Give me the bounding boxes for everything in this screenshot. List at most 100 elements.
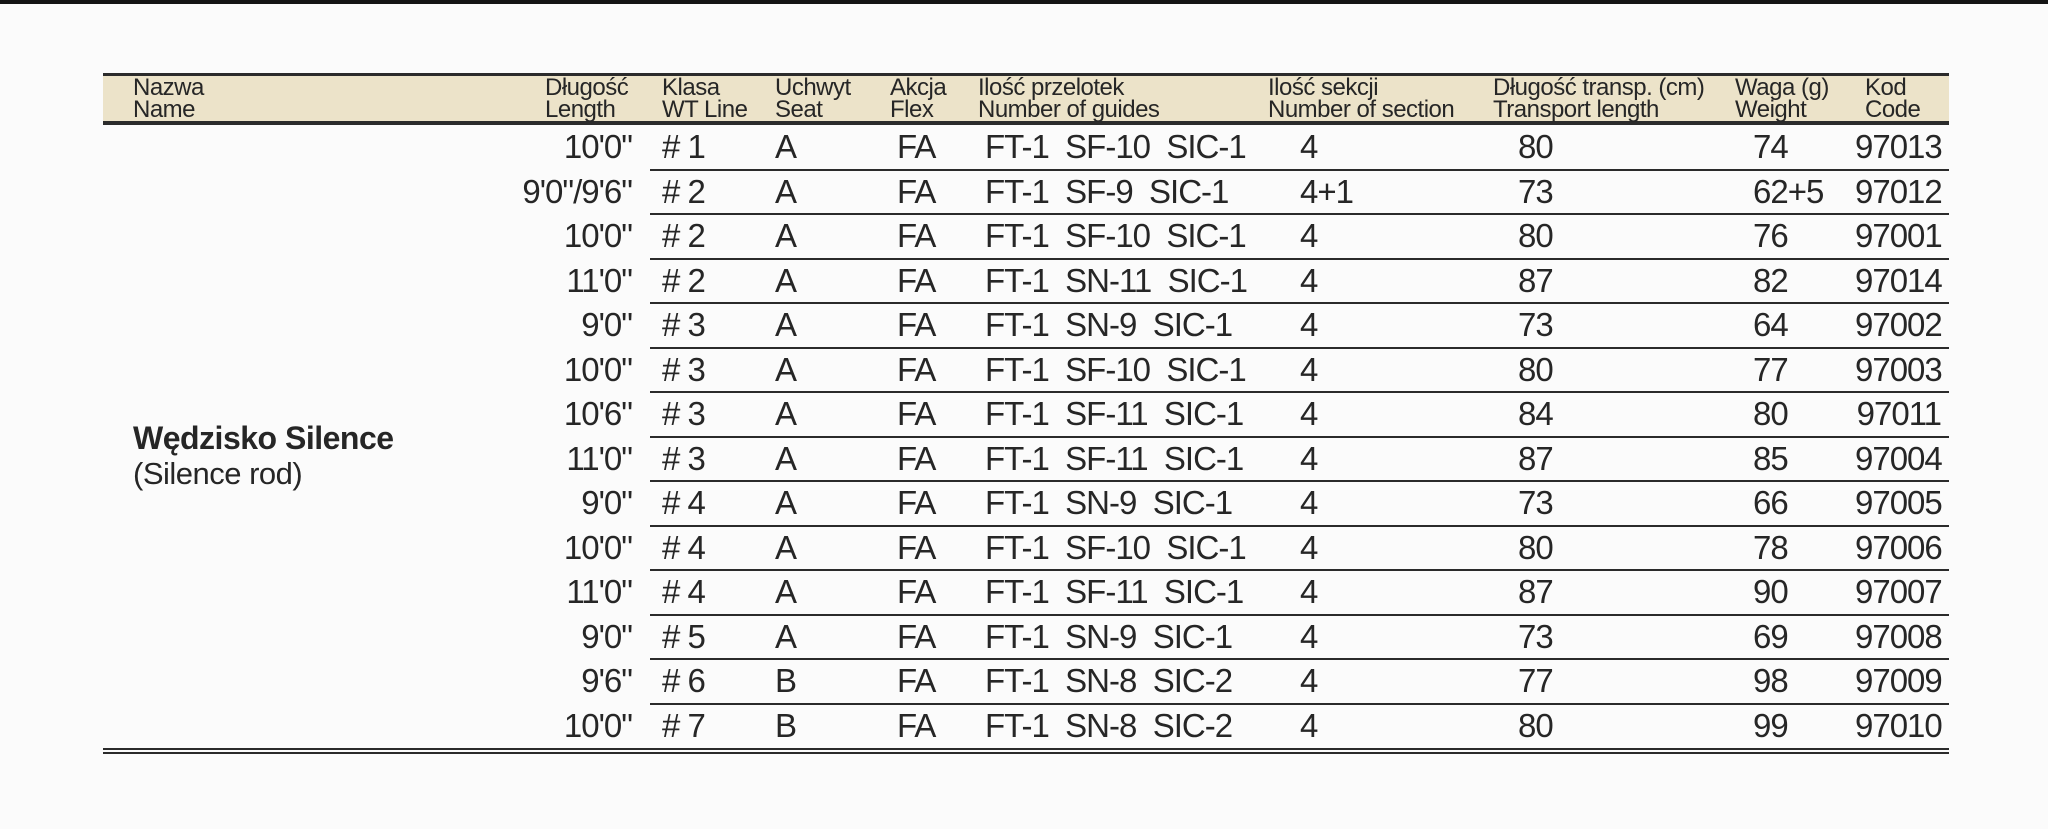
table-row: 11'0" # 4 A FA FT-1 SF-11 SIC-1 4 87 90 … [103, 570, 1949, 615]
table-row: 9'6" # 6 B FA FT-1 SN-8 SIC-2 4 77 98 97… [103, 659, 1949, 704]
cell-flex: FA [897, 306, 936, 344]
cell-wt-line: # 4 [662, 484, 706, 522]
column-header-transport-en: Transport length [1493, 95, 1659, 123]
cell-code: 97007 [1855, 573, 1943, 611]
table-row: 10'0" # 1 A FA FT-1 SF-10 SIC-1 4 80 74 … [103, 125, 1949, 170]
cell-length: 9'0"/9'6" [522, 172, 633, 210]
column-header-flex-en: Flex [890, 95, 934, 123]
cell-sections: 4+1 [1300, 172, 1354, 210]
cell-weight: 90 [1753, 573, 1789, 611]
cell-sections: 4 [1300, 617, 1318, 655]
cell-transport: 73 [1518, 306, 1554, 344]
column-header-name-en: Name [133, 95, 196, 123]
cell-sections: 4 [1300, 306, 1318, 344]
cell-weight: 64 [1753, 306, 1789, 344]
cell-seat: A [775, 172, 797, 210]
cell-guides: FT-1 SF-10 SIC-1 [985, 350, 1247, 388]
cell-guides: FT-1 SN-9 SIC-1 [985, 306, 1233, 344]
column-header-code-en: Code [1865, 95, 1921, 123]
cell-guides: FT-1 SF-9 SIC-1 [985, 172, 1229, 210]
column-header-weight-en: Weight [1735, 95, 1807, 123]
cell-seat: A [775, 261, 797, 299]
cell-weight: 66 [1753, 484, 1789, 522]
cell-code: 97006 [1855, 528, 1943, 566]
cell-flex: FA [897, 350, 936, 388]
column-header-seat-en: Seat [775, 95, 823, 123]
cell-code: 97013 [1855, 128, 1943, 166]
cell-weight: 76 [1753, 217, 1789, 255]
cell-length: 11'0" [566, 573, 633, 611]
cell-transport: 80 [1518, 128, 1554, 166]
column-header-transport-pl: Długość transp. (cm) [1493, 73, 1705, 101]
cell-code: 97010 [1855, 706, 1943, 744]
table-row: 9'0" # 5 A FA FT-1 SN-9 SIC-1 4 73 69 97… [103, 615, 1949, 660]
cell-guides: FT-1 SN-8 SIC-2 [985, 662, 1233, 700]
cell-length: 10'0" [563, 128, 633, 166]
cell-guides: FT-1 SN-9 SIC-1 [985, 617, 1233, 655]
cell-flex: FA [897, 528, 936, 566]
cell-length: 10'6" [563, 395, 633, 433]
cell-length: 10'0" [563, 706, 633, 744]
cell-length: 10'0" [563, 350, 633, 388]
cell-transport: 87 [1518, 261, 1554, 299]
cell-code: 97009 [1855, 662, 1943, 700]
cell-code: 97011 [1856, 395, 1942, 433]
column-header-wt-line-pl: Klasa [662, 73, 720, 101]
table-row: 11'0" # 3 A FA FT-1 SF-11 SIC-1 4 87 85 … [103, 437, 1949, 482]
cell-weight: 82 [1753, 261, 1789, 299]
cell-wt-line: # 7 [662, 706, 706, 744]
cell-code: 97001 [1855, 217, 1943, 255]
cell-flex: FA [897, 128, 936, 166]
cell-seat: A [775, 484, 797, 522]
cell-seat: A [775, 617, 797, 655]
table-row: 10'0" # 7 B FA FT-1 SN-8 SIC-2 4 80 99 9… [103, 704, 1949, 749]
column-header-length-en: Length [545, 95, 616, 123]
cell-sections: 4 [1300, 261, 1318, 299]
cell-wt-line: # 2 [662, 172, 706, 210]
cell-code: 97014 [1855, 261, 1943, 299]
cell-wt-line: # 3 [662, 306, 706, 344]
column-header-guides: Ilość przelotek Number of guides [975, 75, 1265, 123]
column-header-sections: Ilość sekcji Number of section [1265, 75, 1485, 121]
cell-transport: 80 [1518, 350, 1554, 388]
cell-flex: FA [897, 662, 936, 700]
cell-flex: FA [897, 573, 936, 611]
cell-wt-line: # 3 [662, 395, 706, 433]
cell-length: 9'0" [581, 306, 633, 344]
table-row: 10'6" # 3 A FA FT-1 SF-11 SIC-1 4 84 80 … [103, 392, 1949, 437]
column-header-length: Długość Length [500, 75, 640, 123]
cell-code: 97004 [1855, 439, 1943, 477]
cell-transport: 80 [1518, 217, 1554, 255]
cell-seat: B [775, 706, 797, 744]
cell-length: 9'0" [581, 484, 633, 522]
table-row: 9'0" # 4 A FA FT-1 SN-9 SIC-1 4 73 66 97… [103, 481, 1949, 526]
column-header-code: Kod Code [1855, 75, 1949, 123]
cell-weight: 99 [1753, 706, 1789, 744]
cell-wt-line: # 2 [662, 217, 706, 255]
column-header-wt-line-en: WT Line [662, 95, 748, 123]
cell-length: 9'6" [581, 662, 633, 700]
cell-transport: 87 [1518, 573, 1554, 611]
cell-wt-line: # 1 [662, 128, 706, 166]
cell-seat: A [775, 528, 797, 566]
cell-guides: FT-1 SN-11 SIC-1 [985, 261, 1248, 299]
column-header-seat-pl: Uchwyt [775, 73, 851, 101]
cell-sections: 4 [1300, 439, 1318, 477]
column-header-flex-pl: Akcja [890, 73, 947, 101]
cell-weight: 69 [1753, 617, 1789, 655]
cell-sections: 4 [1300, 350, 1318, 388]
cell-flex: FA [897, 617, 936, 655]
cell-guides: FT-1 SN-9 SIC-1 [985, 484, 1233, 522]
cell-flex: FA [897, 484, 936, 522]
cell-transport: 80 [1518, 706, 1554, 744]
product-name: Wędzisko Silence (Silence rod) [133, 420, 394, 492]
cell-flex: FA [897, 217, 936, 255]
cell-seat: A [775, 350, 797, 388]
cell-seat: A [775, 439, 797, 477]
column-header-guides-en: Number of guides [978, 95, 1160, 123]
cell-wt-line: # 5 [662, 617, 706, 655]
cell-transport: 73 [1518, 617, 1554, 655]
cell-sections: 4 [1300, 484, 1318, 522]
cell-guides: FT-1 SN-8 SIC-2 [985, 706, 1233, 744]
table-row: 9'0"/9'6" # 2 A FA FT-1 SF-9 SIC-1 4+1 7… [103, 170, 1949, 215]
